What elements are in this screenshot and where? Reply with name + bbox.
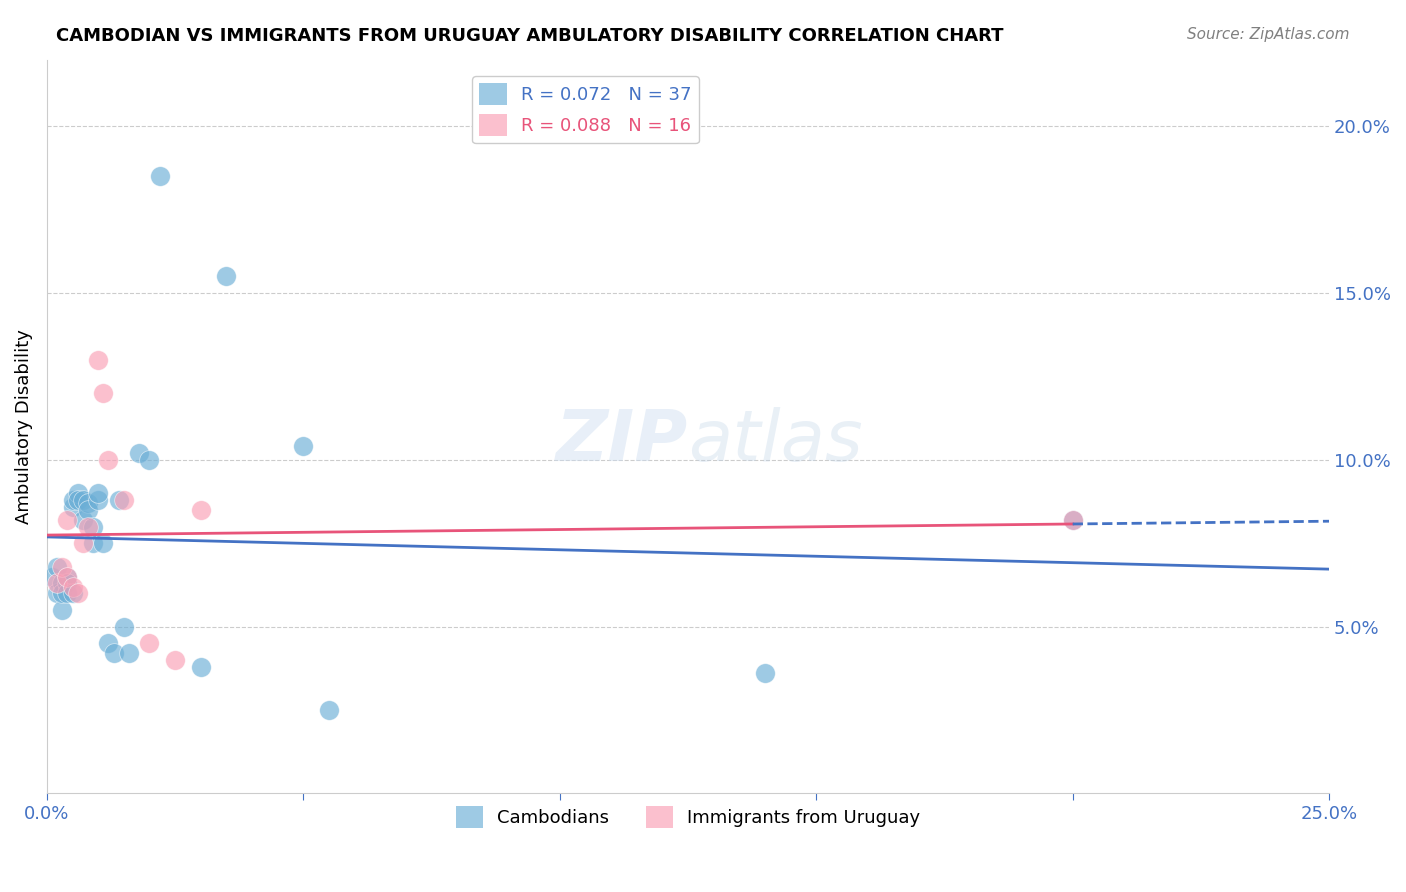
Point (51, 576, 73, 591)
Point (56, 576, 79, 591)
Point (190, 503, 212, 517)
Point (1062, 513, 1084, 527)
Point (41, 569, 63, 583)
Y-axis label: Ambulatory Disability: Ambulatory Disability (15, 329, 32, 524)
Point (165, 653, 187, 667)
Point (754, 666, 776, 681)
Text: CAMBODIAN VS IMMIGRANTS FROM URUGUAY AMBULATORY DISABILITY CORRELATION CHART: CAMBODIAN VS IMMIGRANTS FROM URUGUAY AMB… (56, 27, 1004, 45)
Text: atlas: atlas (688, 407, 863, 475)
Point (62, 580, 84, 594)
Point (215, 269, 238, 284)
Point (46, 586, 69, 600)
Point (56, 513, 79, 527)
Point (87, 486, 110, 500)
Legend: Cambodians, Immigrants from Uruguay: Cambodians, Immigrants from Uruguay (449, 799, 928, 836)
Point (138, 636, 160, 650)
Point (91, 386, 114, 401)
Point (190, 659, 212, 673)
Point (51, 603, 73, 617)
Point (103, 646, 125, 660)
Point (82, 536, 104, 550)
Point (82, 519, 104, 533)
Point (292, 440, 315, 454)
Point (138, 453, 160, 467)
Point (77, 503, 100, 517)
Point (66, 492, 89, 507)
Point (118, 646, 141, 660)
Point (72, 513, 94, 527)
Point (87, 492, 110, 507)
Point (318, 703, 340, 717)
Point (56, 569, 79, 583)
Point (62, 492, 84, 507)
Point (56, 586, 79, 600)
Point (51, 559, 73, 574)
Point (87, 352, 110, 367)
Point (77, 519, 100, 533)
Point (77, 496, 100, 510)
Point (97, 636, 120, 650)
Point (1062, 513, 1084, 527)
Point (62, 586, 84, 600)
Point (51, 586, 73, 600)
Text: Source: ZipAtlas.com: Source: ZipAtlas.com (1187, 27, 1350, 42)
Text: ZIP: ZIP (555, 407, 688, 475)
Point (91, 536, 114, 550)
Point (66, 586, 89, 600)
Point (149, 169, 172, 184)
Point (112, 619, 135, 633)
Point (112, 492, 135, 507)
Point (72, 492, 94, 507)
Point (107, 492, 129, 507)
Point (72, 536, 94, 550)
Point (62, 500, 84, 514)
Point (46, 559, 69, 574)
Point (66, 486, 89, 500)
Point (56, 569, 79, 583)
Point (97, 453, 120, 467)
Point (46, 576, 69, 591)
Point (128, 446, 150, 460)
